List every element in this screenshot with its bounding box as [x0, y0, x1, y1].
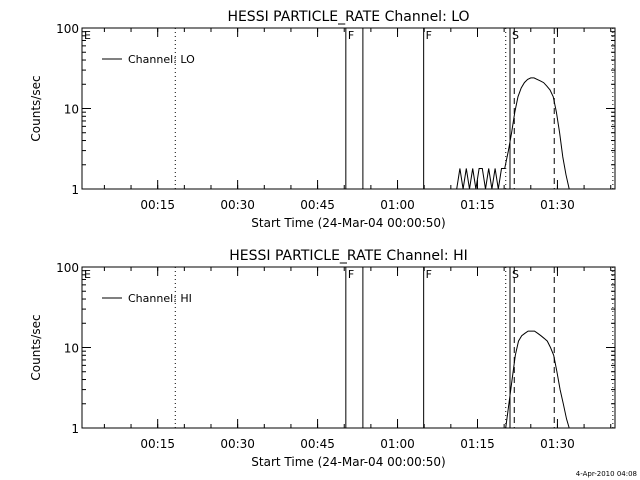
x-tick-label: 00:45 [300, 437, 335, 451]
legend-label: Channel: LO [128, 53, 195, 66]
x-axis-label: Start Time (24-Mar-04 00:00:50) [251, 455, 445, 469]
x-tick-label: 00:30 [220, 198, 255, 212]
marker-label: S [512, 268, 519, 281]
y-tick-label: 1 [71, 183, 79, 197]
marker-label: E [84, 29, 91, 42]
chart-panel-top: HESSI PARTICLE_RATE Channel: LO Counts/se… [29, 9, 616, 230]
y-tick-label: 100 [56, 261, 79, 275]
y-tick-label: 100 [56, 22, 79, 36]
footer-timestamp: 4-Apr-2010 04:08 [576, 470, 637, 478]
y-tick-label: 1 [71, 422, 79, 436]
series-line [505, 330, 570, 429]
chart-panel-bottom: HESSI PARTICLE_RATE Channel: HI Counts/se… [29, 248, 616, 469]
marker-label: F [426, 29, 432, 42]
y-tick-label: 10 [64, 342, 79, 356]
marker-label: S [512, 29, 519, 42]
x-tick-label: 00:45 [300, 198, 335, 212]
y-axis-label: Counts/sec [29, 314, 43, 380]
chart-title: HESSI PARTICLE_RATE Channel: HI [229, 248, 467, 264]
y-tick-label: 10 [64, 103, 79, 117]
x-tick-label: 01:00 [380, 198, 415, 212]
marker-label: E [84, 268, 91, 281]
x-tick-label: 01:15 [460, 437, 495, 451]
x-tick-label: 00:15 [140, 437, 175, 451]
marker-label: F [348, 29, 354, 42]
legend-label: Channel: HI [128, 292, 192, 305]
x-tick-label: 00:30 [220, 437, 255, 451]
marker-label: F [426, 268, 432, 281]
series-line [456, 77, 570, 190]
x-axis-label: Start Time (24-Mar-04 00:00:50) [251, 216, 445, 230]
x-tick-label: 01:30 [540, 198, 575, 212]
x-tick-label: 01:00 [380, 437, 415, 451]
x-tick-label: 01:30 [540, 437, 575, 451]
x-tick-label: 01:15 [460, 198, 495, 212]
x-tick-label: 00:15 [140, 198, 175, 212]
chart-title: HESSI PARTICLE_RATE Channel: LO [227, 9, 469, 25]
marker-label: F [348, 268, 354, 281]
y-axis-label: Counts/sec [29, 75, 43, 141]
